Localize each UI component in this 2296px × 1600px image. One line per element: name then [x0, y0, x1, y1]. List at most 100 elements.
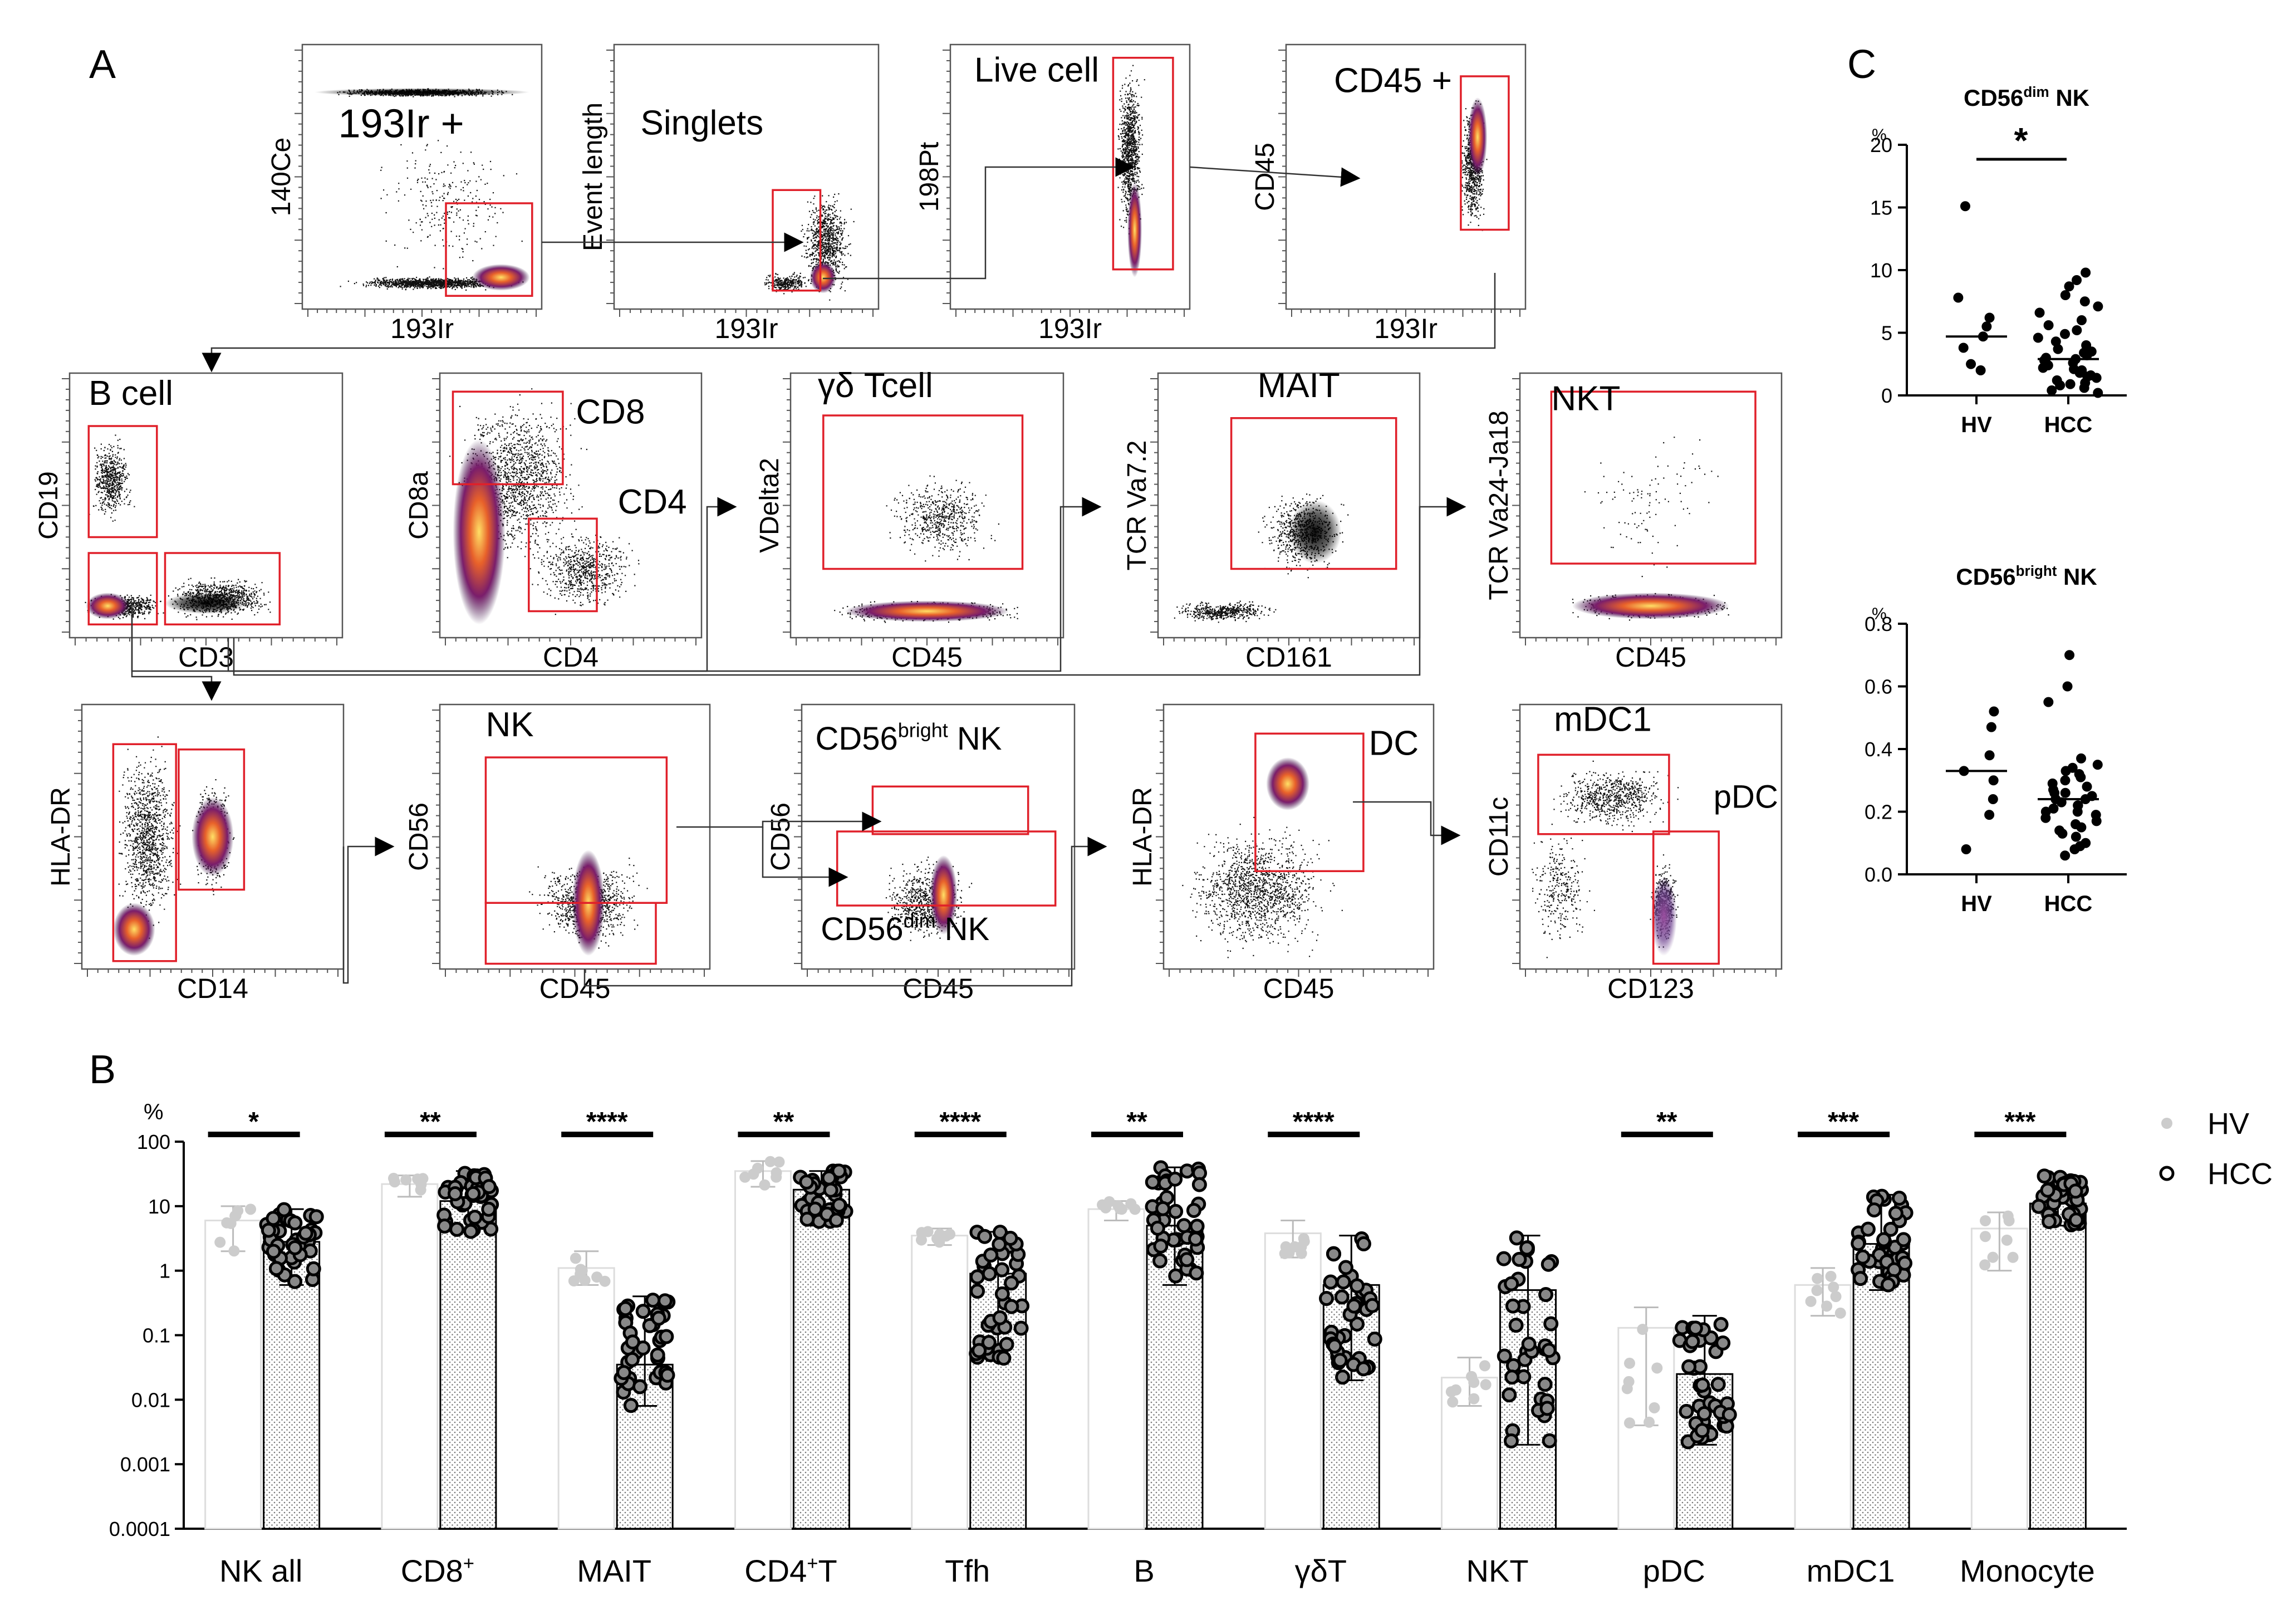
data-point-hcc — [1186, 1202, 1201, 1218]
gating-strategy: 193Ir + 193Ir 140Ce Singlets 193Ir Event leng… — [34, 43, 1783, 1004]
gate-label: NK — [485, 706, 533, 744]
gating-plot: B cell CD3 CD19 — [34, 372, 344, 673]
chart-title: CD56dim NK — [1964, 84, 2089, 111]
data-point-hv — [1643, 1416, 1655, 1428]
data-point-hcc — [1004, 1275, 1019, 1291]
event-dots — [1182, 816, 1343, 958]
significance-stars: **** — [1293, 1107, 1335, 1137]
gating-plot: γδ Tcell CD45 VDelta2 — [755, 366, 1064, 673]
gate-rect — [178, 748, 246, 891]
data-point-hcc — [1176, 1218, 1192, 1234]
data-point-hcc — [287, 1240, 303, 1255]
event-dots — [1117, 65, 1145, 234]
data-point-hcc — [970, 1284, 985, 1299]
data-point-hcc — [1888, 1206, 1903, 1221]
density-hotspot — [810, 261, 836, 293]
data-point-hcc — [1336, 1274, 1351, 1290]
gate-rect — [87, 552, 158, 625]
category-label-main: CD8 — [401, 1553, 463, 1588]
data-point-hcc — [1696, 1406, 1712, 1421]
data-point-hcc — [1350, 1278, 1365, 1294]
significance-stars: **** — [939, 1107, 981, 1137]
data-point-hcc — [992, 1310, 1008, 1325]
data-point-hcc — [1685, 1334, 1700, 1349]
category-label: Monocyte — [1960, 1553, 2095, 1588]
data-point-hcc — [287, 1274, 303, 1289]
data-point-hcc — [2040, 1182, 2055, 1198]
gate-arrow — [762, 827, 848, 887]
data-point-hv — [739, 1171, 751, 1183]
category-label-main: MAIT — [577, 1553, 651, 1588]
gate-rect — [1550, 390, 1757, 565]
x-axis-label: CD4 — [543, 642, 598, 673]
data-point-hcc — [1542, 1433, 1557, 1449]
data-point-hv — [1450, 1384, 1462, 1396]
gate-label: MAIT — [1258, 366, 1340, 405]
data-point — [2069, 844, 2080, 854]
plot-frame — [1285, 43, 1527, 310]
data-point-hcc — [449, 1221, 465, 1237]
data-point — [2093, 301, 2103, 312]
gate-rect — [87, 425, 158, 539]
data-point-hcc — [1191, 1177, 1207, 1192]
data-point-hcc — [1883, 1221, 1898, 1237]
data-point-hcc — [999, 1337, 1014, 1352]
data-point-hcc — [1860, 1221, 1876, 1237]
y-tick-label: 0.01 — [131, 1388, 170, 1411]
panel-label-b: B — [89, 1048, 116, 1092]
x-axis-label: CD45 — [891, 642, 963, 673]
data-point-hcc — [994, 1262, 1010, 1278]
data-point-hcc — [1004, 1299, 1019, 1314]
data-point-hcc — [447, 1186, 463, 1201]
data-point-hv — [1114, 1203, 1126, 1215]
data-point-hcc — [1886, 1262, 1902, 1278]
data-point-hcc — [1003, 1231, 1018, 1246]
data-point-hcc — [807, 1201, 823, 1217]
gate-label: γδ Tcell — [818, 366, 933, 405]
gating-plot: CD45 + 193Ir CD45 — [1250, 43, 1527, 344]
data-point-hv — [1649, 1402, 1660, 1413]
data-point — [2082, 781, 2092, 792]
bar-hcc — [2029, 1202, 2087, 1530]
data-point-hcc — [1150, 1220, 1165, 1236]
data-point-hv — [221, 1217, 233, 1229]
y-tick-label: 0.8 — [1865, 613, 1892, 635]
y-tick-label: 10 — [148, 1195, 170, 1218]
y-tick-label: 100 — [137, 1131, 170, 1153]
data-point — [1986, 722, 1996, 732]
data-point-hcc — [481, 1201, 497, 1217]
data-point — [2091, 373, 2102, 383]
data-point — [2050, 336, 2061, 347]
bar-hv — [1087, 1208, 1145, 1530]
data-point-hv — [748, 1168, 759, 1180]
density-hotspot — [314, 88, 530, 96]
data-point-hcc — [1897, 1255, 1912, 1271]
data-point-hv — [764, 1156, 776, 1167]
data-point-hcc — [1346, 1298, 1362, 1314]
data-point-hv — [1480, 1379, 1492, 1391]
data-point-hcc — [982, 1266, 997, 1281]
y-axis-label: HLA-DR — [1128, 787, 1157, 887]
gate-label: B cell — [89, 374, 173, 413]
data-point-hcc — [831, 1163, 847, 1179]
data-point — [2043, 320, 2054, 330]
data-point-hcc — [1319, 1291, 1335, 1307]
data-point-hcc — [1332, 1353, 1348, 1368]
significance-stars: * — [2014, 120, 2028, 160]
data-point-hcc — [266, 1211, 281, 1226]
data-point-hcc — [2068, 1183, 2083, 1199]
legend-hcc-marker — [2159, 1166, 2175, 1181]
data-point-hv — [1621, 1383, 1633, 1395]
data-point-hv — [759, 1179, 771, 1191]
gating-plot: Live cell 193Ir 198Pt — [915, 43, 1191, 344]
data-point-hcc — [1541, 1343, 1557, 1358]
density-hotspot — [113, 903, 155, 956]
data-point-hcc — [308, 1209, 324, 1225]
data-point-hv — [931, 1233, 943, 1245]
gate-label-sup: bright — [898, 719, 948, 742]
data-point-hcc — [650, 1347, 665, 1363]
data-point — [2060, 290, 2071, 300]
data-point-hcc — [1505, 1298, 1520, 1314]
gate-arrow — [583, 836, 1107, 987]
data-point-hcc — [1367, 1331, 1382, 1347]
